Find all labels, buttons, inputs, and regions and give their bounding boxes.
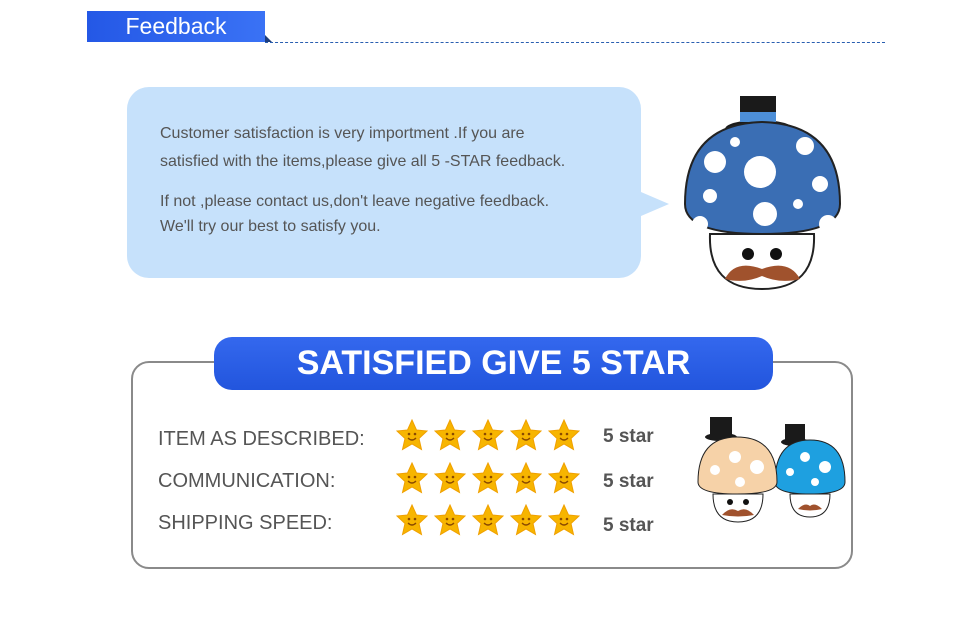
star-icon — [396, 462, 428, 494]
star-icon — [510, 419, 542, 451]
bubble-line-2: satisfied with the items,please give all… — [160, 153, 566, 170]
rating-value: 5 star — [603, 515, 654, 536]
star-icon — [396, 504, 428, 536]
star-rating — [396, 419, 580, 451]
star-icon — [472, 462, 504, 494]
star-icon — [510, 504, 542, 536]
star-icon — [548, 504, 580, 536]
star-icon — [434, 419, 466, 451]
rating-label: ITEM AS DESCRIBED: — [158, 428, 365, 450]
speech-bubble — [127, 87, 641, 278]
dashed-divider — [265, 42, 885, 43]
ratings-title: SATISFIED GIVE 5 STAR — [214, 337, 773, 390]
bubble-line-1: Customer satisfaction is very importment… — [160, 125, 525, 142]
speech-bubble-tail — [641, 192, 669, 216]
rating-label: COMMUNICATION: — [158, 470, 336, 492]
star-icon — [548, 462, 580, 494]
mushroom-pair-icon — [697, 417, 846, 523]
star-icon — [472, 504, 504, 536]
rating-value: 5 star — [603, 471, 654, 492]
rating-value: 5 star — [603, 426, 654, 447]
section-title: Feedback — [87, 11, 265, 42]
title-corner-decoration — [265, 35, 272, 42]
rating-label: SHIPPING SPEED: — [158, 512, 333, 534]
mushroom-mascot-icon — [683, 96, 842, 291]
bubble-line-3: If not ,please contact us,don't leave ne… — [160, 193, 550, 210]
star-rating — [396, 462, 580, 494]
star-icon — [548, 419, 580, 451]
star-icon — [434, 504, 466, 536]
star-icon — [472, 419, 504, 451]
star-icon — [396, 419, 428, 451]
star-icon — [510, 462, 542, 494]
star-rating — [396, 504, 580, 536]
star-icon — [434, 462, 466, 494]
bubble-line-4: We'll try our best to satisfy you. — [160, 218, 381, 235]
